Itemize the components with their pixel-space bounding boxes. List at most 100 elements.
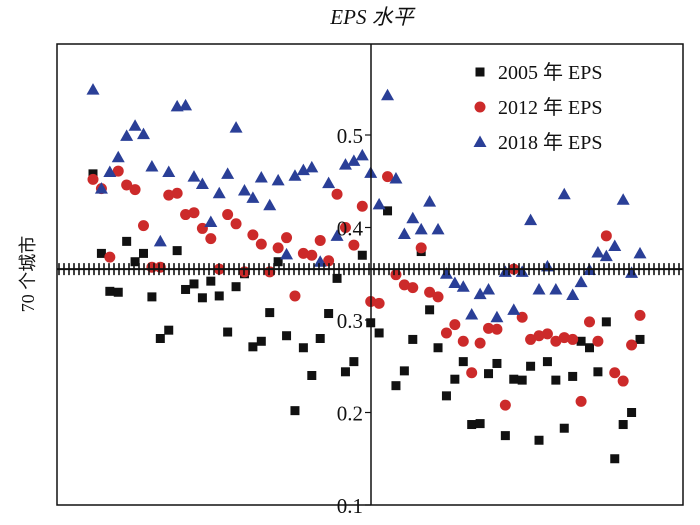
data-point bbox=[626, 339, 638, 351]
data-point bbox=[557, 187, 571, 200]
data-point bbox=[549, 282, 563, 295]
data-point bbox=[94, 182, 108, 194]
data-point bbox=[180, 209, 192, 221]
data-point bbox=[338, 158, 352, 170]
data-point bbox=[128, 119, 142, 131]
data-point bbox=[458, 357, 468, 367]
data-point bbox=[164, 325, 174, 335]
data-point bbox=[288, 169, 302, 181]
legend-marker bbox=[475, 67, 485, 77]
data-point bbox=[609, 367, 621, 379]
data-point bbox=[272, 242, 284, 254]
data-point bbox=[188, 207, 200, 219]
data-point bbox=[466, 367, 478, 379]
data-point bbox=[575, 395, 587, 407]
data-point bbox=[130, 257, 140, 267]
data-point bbox=[88, 169, 98, 179]
data-point bbox=[113, 287, 123, 297]
data-point bbox=[189, 279, 199, 289]
data-point bbox=[533, 330, 545, 342]
legend-item: 2005 年 EPS bbox=[475, 61, 602, 84]
data-point bbox=[231, 282, 241, 292]
data-point bbox=[263, 198, 277, 211]
data-point bbox=[399, 366, 409, 376]
data-point bbox=[591, 245, 605, 258]
data-point bbox=[254, 171, 268, 183]
data-point bbox=[271, 173, 285, 186]
data-point bbox=[204, 215, 218, 227]
data-point bbox=[449, 319, 461, 331]
data-point bbox=[551, 375, 561, 385]
data-point bbox=[357, 250, 367, 260]
data-point bbox=[415, 242, 427, 254]
data-point bbox=[391, 381, 401, 391]
data-point bbox=[484, 369, 494, 379]
y-tick-label: 0.2 bbox=[337, 402, 363, 426]
data-point bbox=[441, 391, 451, 401]
data-point bbox=[206, 276, 216, 286]
data-point bbox=[87, 173, 99, 185]
y-tick-label: 0.4 bbox=[337, 217, 364, 241]
data-point bbox=[456, 280, 470, 292]
data-point bbox=[103, 165, 117, 177]
data-point bbox=[111, 150, 125, 163]
data-point bbox=[584, 316, 596, 328]
data-point bbox=[237, 184, 251, 196]
data-point bbox=[282, 331, 292, 341]
data-point bbox=[600, 230, 612, 242]
data-point bbox=[608, 239, 622, 251]
data-point bbox=[138, 248, 148, 258]
data-point bbox=[593, 367, 603, 377]
data-point bbox=[96, 248, 106, 258]
data-point bbox=[500, 431, 510, 441]
data-point bbox=[221, 167, 235, 179]
data-point bbox=[592, 335, 604, 347]
data-point bbox=[566, 288, 580, 301]
data-point bbox=[222, 209, 234, 221]
data-point bbox=[290, 406, 300, 416]
data-point bbox=[433, 343, 443, 353]
data-point bbox=[187, 170, 201, 182]
reference-line bbox=[57, 263, 683, 276]
data-point bbox=[163, 189, 175, 201]
data-point bbox=[534, 435, 544, 445]
data-point bbox=[322, 176, 336, 189]
y-tick-label: 0.5 bbox=[337, 124, 363, 148]
data-point bbox=[457, 335, 469, 347]
data-point bbox=[298, 343, 308, 353]
data-point bbox=[397, 227, 411, 239]
data-point bbox=[137, 220, 149, 232]
data-point bbox=[129, 184, 141, 196]
data-point bbox=[373, 297, 385, 309]
data-point bbox=[576, 336, 586, 346]
data-point bbox=[383, 206, 393, 216]
data-point bbox=[104, 251, 116, 263]
data-point bbox=[406, 211, 420, 224]
data-point bbox=[195, 177, 209, 190]
data-point bbox=[432, 291, 444, 303]
data-point bbox=[381, 88, 395, 101]
legend-label: 2018 年 EPS bbox=[498, 131, 602, 154]
data-point bbox=[323, 255, 335, 267]
data-point bbox=[147, 292, 157, 302]
data-point bbox=[112, 165, 124, 177]
data-point bbox=[256, 336, 266, 346]
legend-label: 2012 年 EPS bbox=[498, 96, 602, 119]
data-point bbox=[332, 273, 342, 283]
data-point bbox=[492, 358, 502, 368]
data-point bbox=[634, 309, 646, 321]
data-point bbox=[618, 420, 628, 430]
data-point bbox=[86, 83, 100, 95]
data-point bbox=[171, 187, 183, 199]
data-point bbox=[525, 333, 537, 345]
data-point bbox=[340, 367, 350, 377]
data-point bbox=[499, 399, 511, 411]
data-point bbox=[348, 239, 360, 251]
data-point bbox=[568, 371, 578, 381]
legend-marker bbox=[474, 101, 486, 113]
data-point bbox=[524, 213, 538, 226]
data-point bbox=[474, 337, 486, 349]
data-point bbox=[558, 332, 570, 344]
